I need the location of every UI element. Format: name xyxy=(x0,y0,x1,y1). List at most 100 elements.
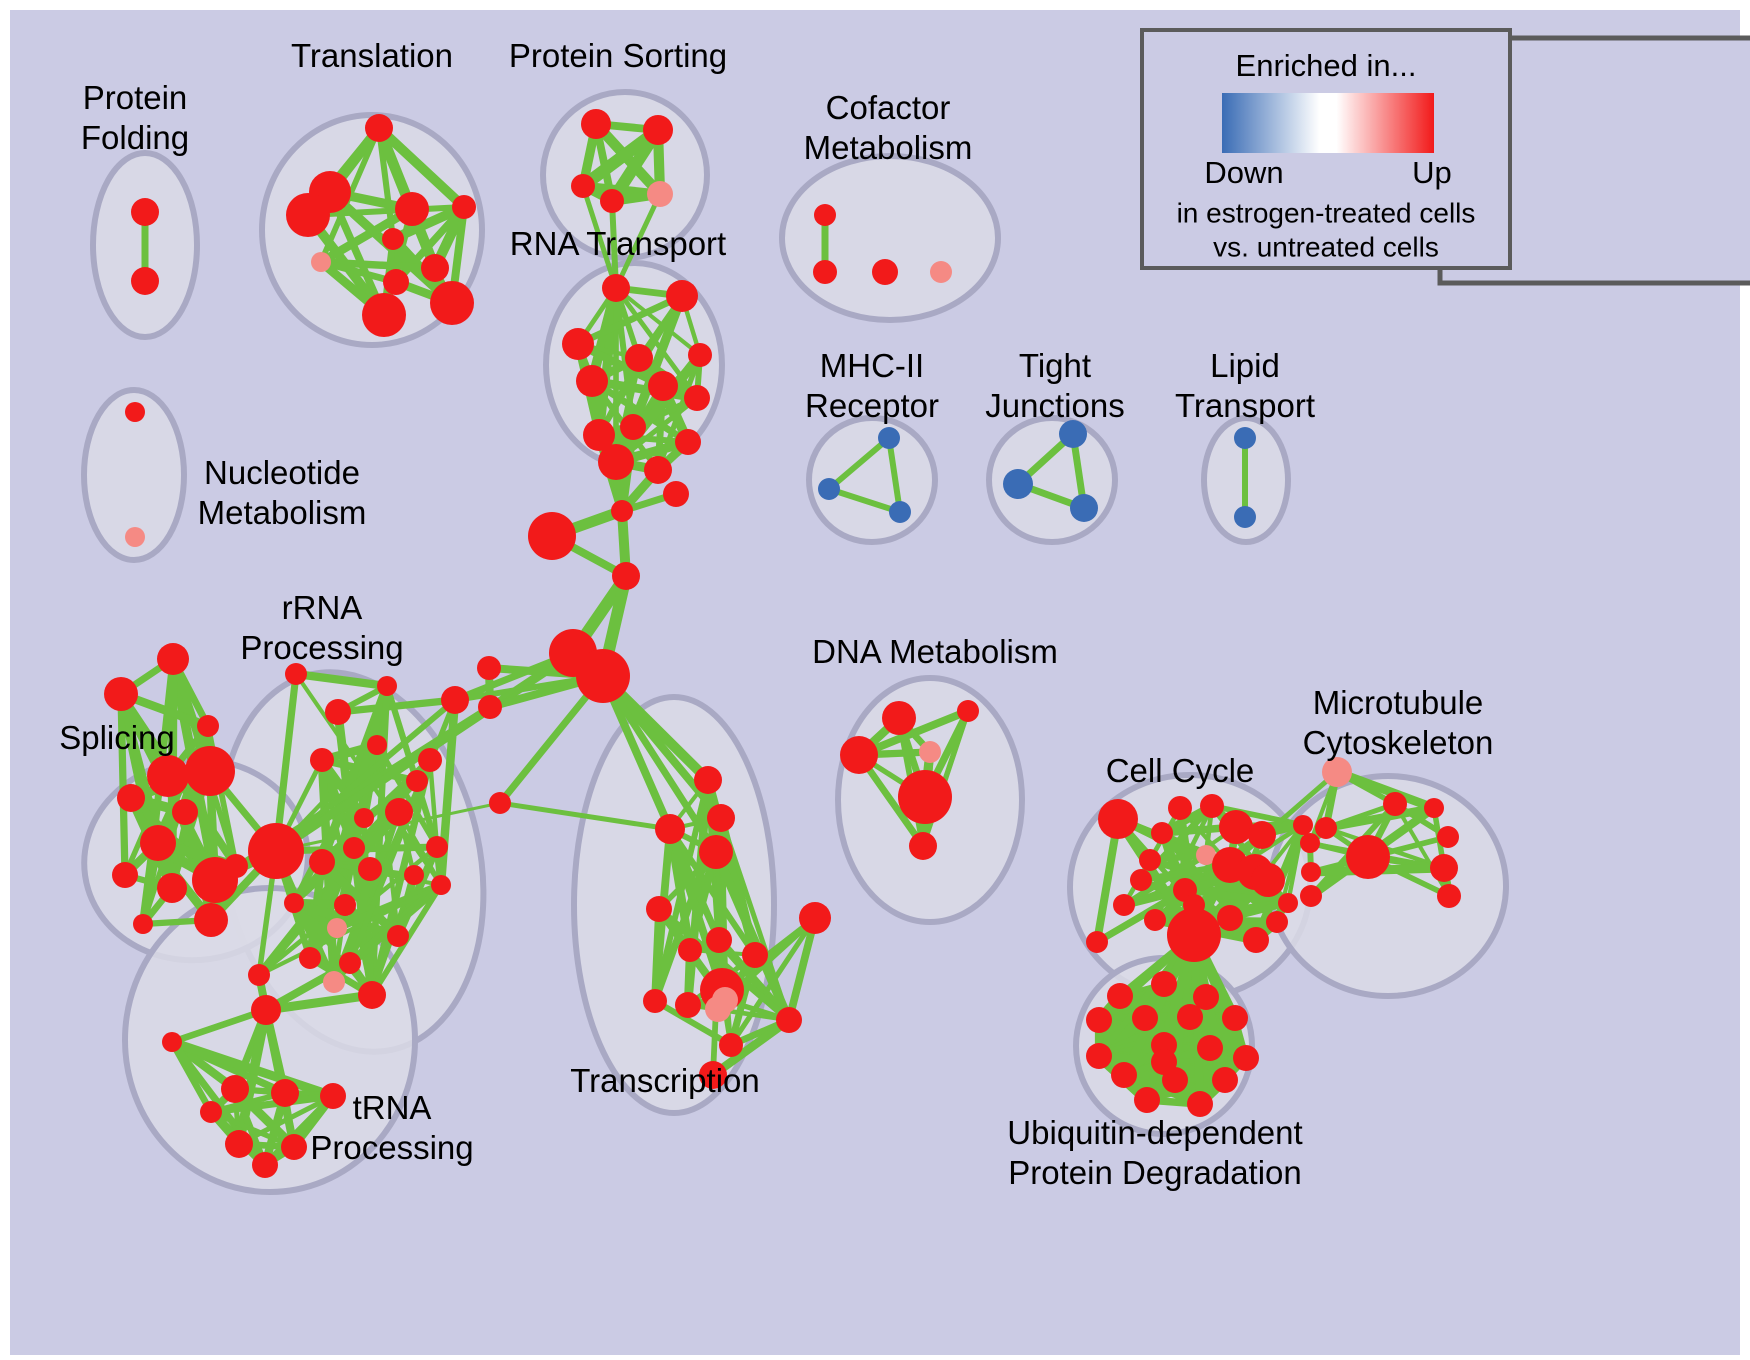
network-node xyxy=(699,835,733,869)
network-node xyxy=(1113,894,1135,916)
network-node xyxy=(1346,835,1390,879)
network-node xyxy=(776,1007,802,1033)
network-node xyxy=(799,902,831,934)
network-edge xyxy=(785,914,819,1024)
network-node xyxy=(252,1152,278,1178)
network-edge xyxy=(886,435,903,515)
network-node xyxy=(840,736,878,774)
network-node xyxy=(1196,845,1216,865)
network-node xyxy=(452,195,476,219)
network-node xyxy=(612,562,640,590)
network-node xyxy=(1200,794,1224,818)
cluster-label-translation: Translation xyxy=(291,37,453,74)
network-node xyxy=(1193,984,1219,1010)
network-edge xyxy=(711,847,794,1025)
network-node xyxy=(418,748,442,772)
network-node xyxy=(281,1134,307,1160)
network-edge xyxy=(261,1092,337,1169)
network-edge xyxy=(574,292,686,348)
network-node xyxy=(1233,1045,1259,1071)
network-node xyxy=(1086,931,1108,953)
network-edge xyxy=(855,707,972,759)
network-edge xyxy=(666,825,726,994)
network-node xyxy=(813,260,837,284)
network-node xyxy=(1251,863,1285,897)
network-node xyxy=(1248,821,1276,849)
network-node xyxy=(1212,1067,1238,1093)
network-node xyxy=(957,700,979,722)
network-edge xyxy=(208,1109,297,1150)
network-edge xyxy=(207,1092,337,1116)
cluster-label-mhc-ii-receptor: MHC-II Receptor xyxy=(805,347,939,424)
network-edge xyxy=(388,202,469,244)
network-node xyxy=(675,429,701,455)
network-edge xyxy=(262,959,354,1014)
cluster-label-splicing: Splicing xyxy=(59,719,175,756)
network-node xyxy=(1059,420,1087,448)
network-node xyxy=(172,799,198,825)
network-node xyxy=(377,676,397,696)
network-node xyxy=(898,770,952,824)
network-node xyxy=(663,481,689,507)
network-node xyxy=(600,189,624,213)
cluster-labels-layer: Protein Folding Translation Nucleotide Metab… xyxy=(59,37,1493,1191)
network-node xyxy=(1234,427,1256,449)
network-node xyxy=(576,365,608,397)
network-node xyxy=(818,478,840,500)
network-node xyxy=(1098,799,1138,839)
network-node xyxy=(224,854,248,878)
network-node xyxy=(675,992,701,1018)
network-node xyxy=(648,371,678,401)
cluster-label-nucleotide-metabolism: Nucleotide Metabolism xyxy=(198,454,367,531)
network-node xyxy=(1234,506,1256,528)
network-node xyxy=(581,109,611,139)
network-edge xyxy=(304,203,468,219)
network-edge xyxy=(708,1015,794,1080)
network-node xyxy=(1322,757,1352,787)
network-node xyxy=(1266,911,1288,933)
network-node xyxy=(882,701,916,735)
network-edge xyxy=(274,801,502,853)
network-edge xyxy=(655,352,703,473)
network-node xyxy=(225,1130,253,1158)
network-node xyxy=(814,204,836,226)
network-node xyxy=(1278,893,1298,913)
legend-box xyxy=(1437,35,1750,286)
network-node xyxy=(644,456,672,484)
network-edge xyxy=(289,898,403,941)
network-node xyxy=(1144,909,1166,931)
network-edge xyxy=(273,704,493,854)
network-node xyxy=(133,914,153,934)
cluster-label-rrna-processing: rRNA Processing xyxy=(240,589,403,666)
network-node xyxy=(1217,905,1243,931)
network-node xyxy=(327,918,347,938)
network-edge xyxy=(1181,886,1292,907)
network-edge xyxy=(291,669,392,691)
network-node xyxy=(646,896,672,922)
network-node xyxy=(358,857,382,881)
cluster-label-protein-folding: Protein Folding xyxy=(81,79,189,156)
network-node xyxy=(1107,983,1133,1009)
network-node xyxy=(705,996,731,1022)
network-node xyxy=(131,267,159,295)
network-node xyxy=(284,893,304,913)
network-node xyxy=(1130,869,1152,891)
network-node xyxy=(309,849,335,875)
network-node xyxy=(362,293,406,337)
network-node xyxy=(285,663,307,685)
network-edge xyxy=(587,376,702,403)
network-edge xyxy=(168,1038,215,1116)
network-edge xyxy=(826,435,892,492)
network-node xyxy=(197,715,219,737)
network-edge xyxy=(1332,767,1439,813)
network-node xyxy=(1086,1007,1112,1033)
network-node xyxy=(320,1083,346,1109)
network-node xyxy=(707,804,735,832)
network-node xyxy=(1383,792,1407,816)
network-node xyxy=(678,938,702,962)
network-node xyxy=(1293,815,1313,835)
network-edge xyxy=(599,672,674,833)
network-node xyxy=(611,500,633,522)
network-node xyxy=(387,925,409,947)
network-edge xyxy=(272,670,300,855)
